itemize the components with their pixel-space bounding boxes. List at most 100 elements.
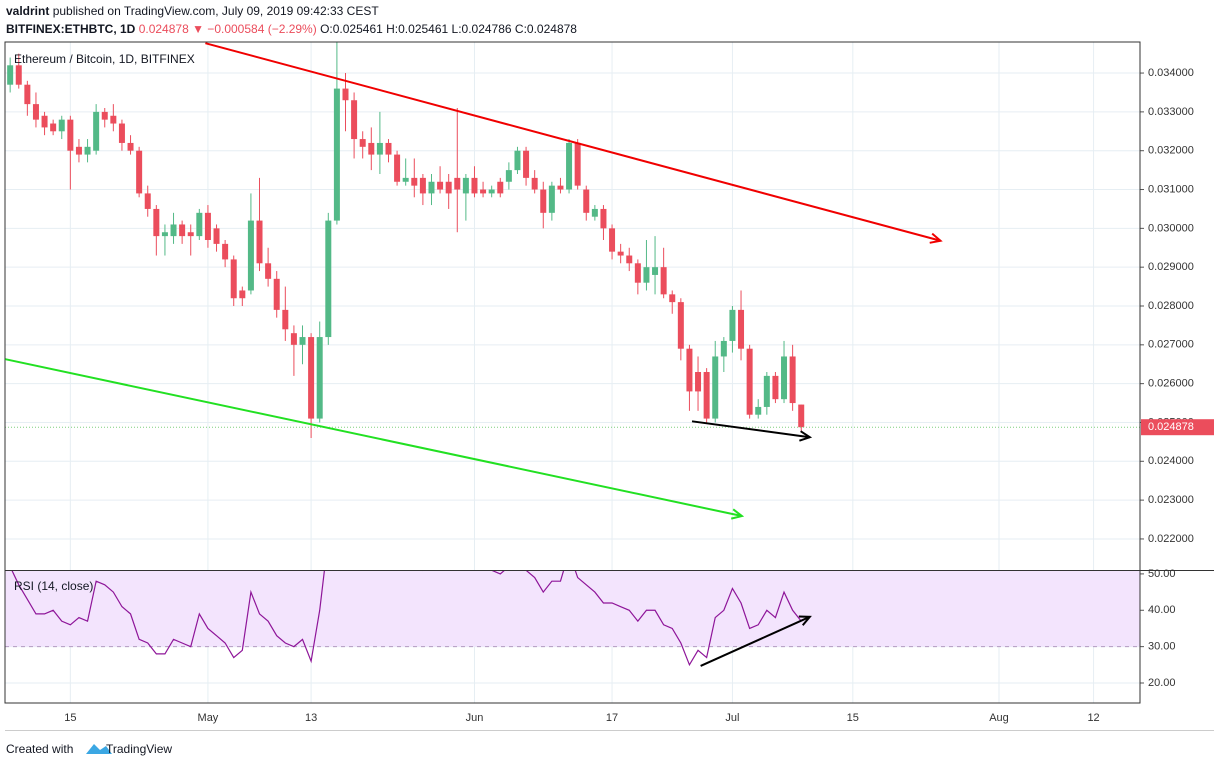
candle-body: [24, 84, 31, 105]
candle-body: [583, 189, 590, 213]
candle-body: [557, 185, 564, 190]
candle-body: [118, 123, 125, 143]
y-tick-label: 0.026000: [1148, 378, 1194, 390]
candle-body: [299, 337, 306, 345]
candle-body: [428, 181, 435, 194]
candle-body: [617, 251, 624, 256]
candle-body: [695, 372, 702, 392]
candle-body: [488, 189, 495, 194]
price-pane: [5, 42, 1140, 570]
candle-body: [136, 150, 143, 194]
candle-body: [282, 309, 289, 330]
candle-body: [600, 208, 607, 229]
frame: [4, 41, 1141, 704]
candle-body: [677, 302, 684, 349]
trend-line: [5, 358, 743, 518]
candle-body: [729, 309, 736, 341]
candle-body: [566, 142, 573, 190]
candle-body: [652, 267, 659, 275]
candle-body: [419, 177, 426, 194]
candle-body: [368, 142, 375, 155]
y-tick-label: 40.00: [1148, 604, 1176, 616]
y-tick-label: 0.028000: [1148, 300, 1194, 312]
candle-body: [703, 372, 710, 419]
candle-body: [660, 267, 667, 295]
candle-body: [669, 294, 676, 303]
candle-body: [755, 406, 762, 415]
trend-line: [700, 615, 811, 667]
y-tick-label: 0.031000: [1148, 183, 1194, 195]
change: ▼ −0.000584 (−2.29%): [192, 22, 317, 36]
candle-body: [342, 88, 349, 101]
rsi-pane: [5, 571, 1140, 703]
footer-created: Created with: [6, 742, 73, 756]
rsi-line: [11, 571, 802, 667]
candle-body: [67, 119, 74, 151]
candle-body: [626, 255, 633, 264]
arrow-head: [798, 615, 812, 626]
candle-body: [127, 142, 134, 151]
candle-body: [763, 375, 770, 407]
y-tick-label: 0.030000: [1148, 222, 1194, 234]
y-tick-label: 30.00: [1148, 641, 1176, 653]
y-tick-label: 0.033000: [1148, 106, 1194, 118]
candle-body: [213, 228, 220, 244]
candle-body: [273, 278, 280, 310]
candle-body: [376, 142, 383, 155]
candle-body: [471, 177, 478, 194]
x-tick-label: Jul: [725, 712, 739, 724]
candle-body: [32, 104, 39, 120]
axes: 15 May 13 Jun 17 Jul 15 Aug 12 0.022000 0.023000 0.…: [64, 67, 1214, 724]
candle-body: [179, 224, 186, 237]
candle-body: [798, 404, 805, 428]
candle-body: [153, 208, 160, 237]
arrow-head: [730, 508, 745, 520]
candle-body: [359, 139, 366, 147]
y-tick-label: 0.032000: [1148, 145, 1194, 157]
candle-body: [394, 154, 401, 182]
ohlc: O:0.025461 H:0.025461 L:0.024786 C:0.024…: [320, 22, 577, 36]
candle-body: [548, 185, 555, 213]
candle-body: [7, 65, 14, 85]
y-tick-label: 0.029000: [1148, 261, 1194, 273]
candle-body: [351, 100, 358, 140]
x-tick-label: Aug: [989, 712, 1009, 724]
candle-body: [514, 150, 521, 171]
last-price-box: [1141, 419, 1214, 436]
candle-body: [110, 115, 117, 124]
candle-body: [781, 356, 788, 400]
brand-logo: [86, 744, 112, 754]
candle-body: [523, 150, 530, 178]
y-tick-label: 0.034000: [1148, 67, 1194, 79]
trend-line: [691, 420, 810, 439]
candle-body: [161, 232, 168, 237]
footer-brand: TradingView: [106, 742, 172, 756]
candle-body: [144, 193, 151, 209]
candle-body: [480, 189, 487, 194]
candle-body: [256, 220, 263, 264]
rsi-pane-title: RSI (14, close): [14, 579, 93, 593]
candle-body: [497, 181, 504, 194]
x-tick-label: 15: [847, 712, 859, 724]
candle-body: [196, 212, 203, 237]
candle-body: [290, 333, 297, 345]
x-tick-label: May: [198, 712, 219, 724]
candle-body: [686, 348, 693, 392]
published: published on TradingView.com, July 09, 2…: [53, 4, 380, 18]
candle-body: [789, 356, 796, 404]
symbol: BITFINEX:ETHBTC, 1D: [6, 22, 136, 36]
y-tick-label: 50.00: [1148, 568, 1176, 580]
candle-body: [634, 263, 641, 283]
symbol-line: BITFINEX:ETHBTC, 1D 0.024878 ▼ −0.000584…: [6, 22, 577, 36]
candle-body: [531, 177, 538, 190]
candle-body: [84, 146, 91, 155]
candle-body: [445, 181, 452, 194]
candle-body: [609, 228, 616, 252]
candle-body: [50, 123, 57, 132]
candle-body: [437, 181, 444, 190]
candle-body: [101, 111, 108, 120]
candle-body: [411, 177, 418, 186]
candle-body: [204, 212, 211, 240]
x-tick-label: 17: [606, 712, 618, 724]
candle-body: [574, 142, 581, 186]
